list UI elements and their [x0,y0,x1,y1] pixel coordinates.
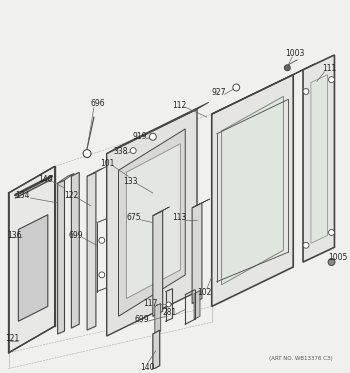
Circle shape [83,150,91,157]
Text: 113: 113 [172,213,187,222]
Polygon shape [87,172,96,330]
Polygon shape [212,70,303,114]
Text: 696: 696 [91,99,105,108]
Polygon shape [126,144,180,298]
Text: 111: 111 [322,64,337,73]
Text: 1005: 1005 [329,253,348,261]
Text: 140: 140 [141,363,155,372]
Polygon shape [293,64,315,75]
Polygon shape [18,215,48,321]
Circle shape [99,237,105,243]
Text: 281: 281 [162,308,177,317]
Text: 338: 338 [113,147,128,156]
Text: (ART NO. WB13376 C3): (ART NO. WB13376 C3) [269,356,332,361]
Circle shape [303,88,309,94]
Circle shape [99,272,105,278]
Text: 122: 122 [64,191,78,200]
Text: 121: 121 [5,333,20,342]
Circle shape [166,302,171,307]
Polygon shape [222,96,284,285]
Circle shape [303,242,309,248]
Polygon shape [153,211,163,316]
Text: 136: 136 [7,231,22,240]
Text: 140: 140 [38,175,53,184]
Polygon shape [58,173,74,183]
Polygon shape [119,129,185,316]
Polygon shape [155,304,161,334]
Polygon shape [107,109,197,336]
Polygon shape [8,166,55,353]
Text: 919: 919 [133,132,147,141]
Polygon shape [58,180,64,334]
Polygon shape [192,199,210,208]
Polygon shape [153,330,160,370]
Polygon shape [107,102,209,154]
Circle shape [328,258,335,266]
Text: 699: 699 [135,315,149,324]
Text: 1003: 1003 [286,50,305,59]
Text: 102: 102 [198,288,212,297]
Text: 101: 101 [100,159,115,168]
Circle shape [130,148,136,154]
Polygon shape [303,55,335,262]
Polygon shape [192,203,202,304]
Text: 117: 117 [143,299,157,308]
Circle shape [149,134,156,140]
Text: 134: 134 [15,191,29,200]
Text: 699: 699 [69,231,84,240]
Text: 112: 112 [172,101,187,110]
Text: 133: 133 [123,177,138,186]
Polygon shape [71,172,79,328]
Circle shape [285,65,290,71]
Text: 927: 927 [211,88,226,97]
Circle shape [233,84,240,91]
Polygon shape [153,207,169,216]
Polygon shape [87,166,107,176]
Circle shape [329,229,335,235]
Circle shape [329,76,335,82]
Polygon shape [194,291,200,319]
Text: 675: 675 [127,213,141,222]
Polygon shape [212,75,293,307]
Polygon shape [311,75,328,243]
